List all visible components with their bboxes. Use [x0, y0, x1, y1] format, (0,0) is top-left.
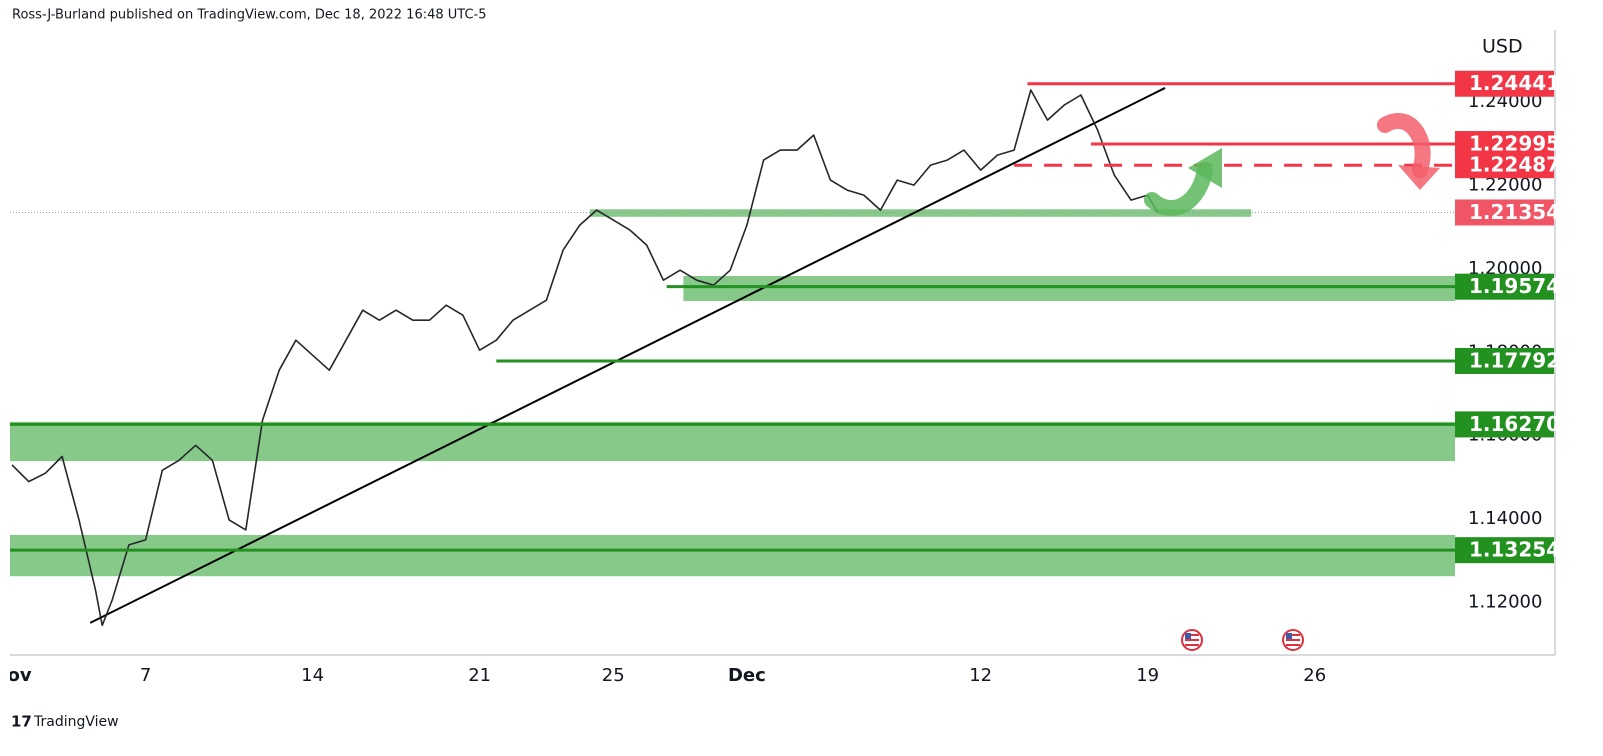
zone [10, 534, 1455, 577]
plot [10, 82, 1455, 627]
y-tick-label: 1.20000 [1468, 258, 1542, 279]
level-label: 1.17792 [1469, 348, 1560, 372]
x-ticks: Nov 7 14 21 25 Dec 12 19 26 [0, 665, 1326, 686]
level-label: 1.16270 [1469, 412, 1560, 436]
logo-mark: 17 [11, 713, 32, 731]
y-tick-label: 1.12000 [1468, 591, 1542, 612]
level-label-box [1455, 347, 1554, 374]
trendline [89, 87, 1166, 624]
zones [10, 209, 1455, 577]
x-tick-label: 21 [468, 665, 491, 686]
x-tick-label: 12 [969, 665, 992, 686]
event-flag [1282, 629, 1304, 651]
green-arrow [1144, 162, 1213, 216]
y-tick-label: 1.22000 [1468, 175, 1542, 196]
level-label: 1.13254 [1469, 538, 1560, 562]
price-line [11, 89, 1159, 627]
x-tick-label: 19 [1136, 665, 1159, 686]
currency: USD [1482, 36, 1523, 58]
level-label: 1.22995 [1469, 132, 1560, 156]
level-label-box [1455, 273, 1554, 300]
level-label: 1.22487 [1469, 153, 1560, 177]
header: Ross-J-Burland published on TradingView.… [12, 8, 487, 23]
x-tick-label: 7 [140, 665, 151, 686]
x-tick-label: 14 [301, 665, 324, 686]
level-label-box [1455, 152, 1554, 179]
level-label-box [1455, 537, 1554, 564]
x-tick-label: Dec [728, 665, 766, 686]
level-label: 1.19574 [1469, 274, 1560, 298]
last-price-label: 1.21354 [1469, 200, 1560, 224]
y-tick-label: 1.14000 [1468, 508, 1542, 529]
x-tick-label: Nov [0, 665, 32, 686]
red-arrow [1377, 113, 1431, 178]
brand: TradingView [33, 714, 119, 730]
level-label-box [1455, 411, 1554, 438]
level-label-box [1455, 70, 1554, 97]
red-arrowhead [1398, 165, 1440, 190]
x-tick-label: 26 [1303, 665, 1326, 686]
zone [683, 275, 1455, 302]
event-flag [1181, 629, 1203, 651]
zone [10, 421, 1455, 462]
last-price-box [1455, 199, 1554, 226]
level-label: 1.24441 [1469, 71, 1560, 95]
green-arrowhead [1188, 148, 1222, 188]
x-tick-label: 25 [602, 665, 625, 686]
zone [589, 209, 1252, 217]
